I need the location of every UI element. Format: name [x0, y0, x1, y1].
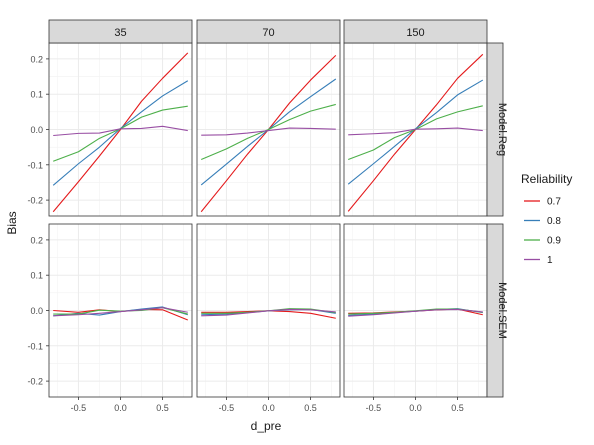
legend-label: 0.7 — [547, 197, 561, 208]
series-line-model-reg-35-rel-1 — [53, 125, 188, 137]
y-tick-label: -0.2 — [27, 377, 43, 387]
x-axis-title: d_pre — [251, 419, 282, 433]
legend-title: Reliability — [521, 172, 572, 186]
series-line-model-reg-70-rel-1 — [201, 127, 336, 136]
x-tick-label: 0.5 — [156, 403, 169, 413]
y-tick-label: 0.2 — [30, 235, 43, 245]
facet-strip-right — [486, 223, 504, 398]
facet-strip-top — [196, 19, 341, 44]
y-tick-label: -0.1 — [27, 160, 43, 170]
series-line-model-reg-35-rel-0_7 — [52, 52, 189, 213]
facet-strip-top — [343, 19, 488, 44]
facet-strip-right — [486, 42, 504, 217]
x-tick-label: -0.5 — [366, 403, 382, 413]
y-tick-label: 0.1 — [30, 271, 43, 281]
facet-label-row: Model.Reg — [496, 103, 508, 156]
facet-label-column: 70 — [262, 27, 274, 39]
series-line-model-reg-70-rel-0_9 — [200, 103, 336, 161]
y-tick-label: 0.1 — [30, 90, 43, 100]
x-tick-label: 0.0 — [409, 403, 422, 413]
series-line-model-reg-150-rel-1 — [348, 127, 483, 136]
x-tick-label: -0.5 — [71, 403, 87, 413]
series-line-model-sem-150-rel-1 — [348, 308, 483, 317]
x-tick-label: 0.0 — [262, 403, 275, 413]
y-tick-label: -0.2 — [27, 196, 43, 206]
facet-strip-top — [48, 19, 193, 44]
facet-label-column: 150 — [406, 27, 424, 39]
x-tick-label: 0.0 — [114, 403, 127, 413]
y-tick-label: 0.2 — [30, 54, 43, 64]
x-tick-label: 0.5 — [304, 403, 317, 413]
legend-label: 0.9 — [547, 236, 561, 247]
series-line-model-sem-35-rel-1 — [53, 307, 188, 317]
series-line-model-sem-70-rel-1 — [201, 308, 336, 317]
y-tick-label: 0.0 — [30, 125, 43, 135]
y-axis-title: Bias — [5, 211, 19, 234]
facet-label-column: 35 — [114, 27, 126, 39]
x-tick-label: 0.5 — [451, 403, 464, 413]
legend-label: 1 — [547, 255, 553, 266]
x-tick-label: -0.5 — [219, 403, 235, 413]
legend-label: 0.8 — [547, 216, 561, 227]
y-tick-label: 0.0 — [30, 306, 43, 316]
facet-label-row: Model.SEM — [496, 282, 508, 339]
y-tick-label: -0.1 — [27, 341, 43, 351]
